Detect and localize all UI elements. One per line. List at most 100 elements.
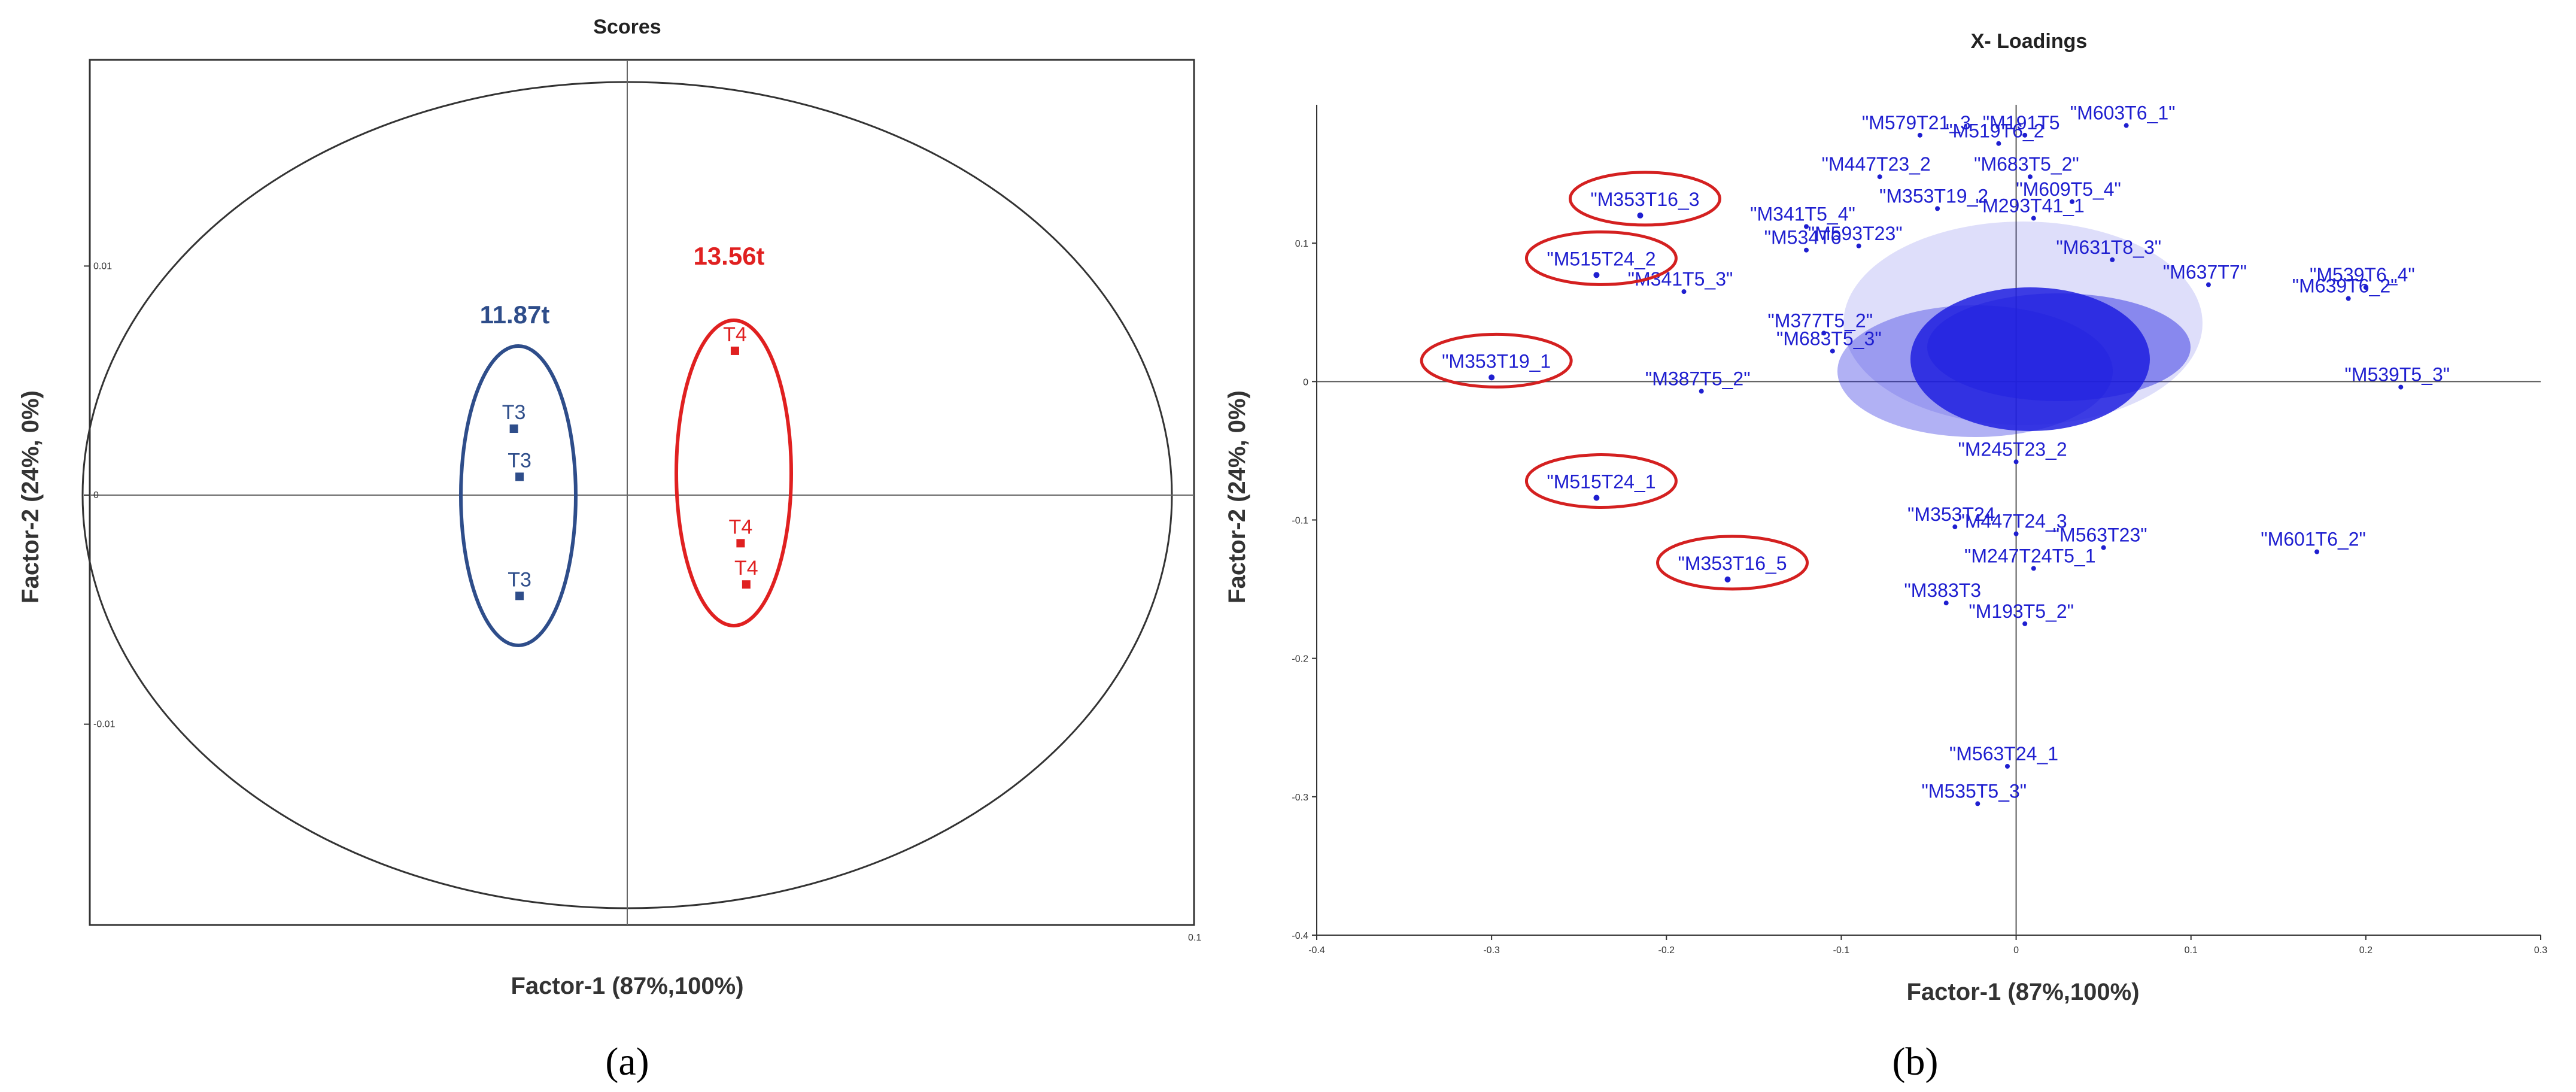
loadings-y-tick-label: -0.3 — [1292, 793, 1308, 803]
loading-point — [2363, 285, 2368, 290]
highlighted-point-label: "M353T16_5 — [1678, 553, 1787, 574]
loading-point — [2314, 549, 2320, 554]
highlighted-point-label: "M353T16_3 — [1590, 189, 1699, 210]
highlighted-point-label: "M515T24_1 — [1547, 471, 1655, 493]
loading-point — [2031, 566, 2036, 571]
loadings-x-tick-label: -0.3 — [1483, 945, 1500, 956]
loading-point-label: "M683T5_2" — [1974, 153, 2079, 175]
score-point-label: T4 — [729, 515, 753, 538]
loading-point-label: "M609T5_4" — [2016, 178, 2121, 200]
loading-point — [1935, 206, 1940, 211]
loading-point — [2031, 216, 2036, 221]
highlight-ellipse — [1420, 332, 1573, 389]
loading-point — [2013, 531, 2019, 536]
loading-point-label: "M579T21_3 — [1862, 112, 1971, 134]
score-point-label: T4 — [723, 323, 747, 346]
scores-ticks: 0.01 0 -0.01 0.1 — [84, 261, 1201, 943]
loadings-y-tick-label: -0.1 — [1292, 516, 1308, 526]
loading-point — [1699, 389, 1704, 394]
loading-point — [2346, 296, 2351, 301]
loading-point-label: "M563T23" — [2053, 524, 2147, 546]
scores-y-tick-label: 0.01 — [93, 261, 112, 271]
score-point-label: T3 — [508, 449, 531, 472]
loading-point — [1943, 600, 1949, 606]
loadings-title: X- Loadings — [1971, 30, 2088, 53]
highlight-ellipse — [1524, 230, 1678, 286]
highlighted-point — [1637, 212, 1644, 219]
loading-point-label: "M637T7" — [2163, 262, 2247, 283]
loading-point-label: "M683T5_3" — [1776, 327, 1882, 349]
scores-points: T3 T3 T3 T4 T4 T4 — [502, 323, 758, 600]
loading-point — [1681, 289, 1687, 295]
loadings-x-tick-label: -0.4 — [1308, 945, 1325, 956]
loadings-dense-cloud — [1837, 222, 2203, 437]
score-point — [742, 580, 751, 589]
loading-point — [1830, 348, 1835, 354]
loadings-x-tick-label: 0.1 — [2185, 945, 2198, 956]
scores-x-axis-label: Factor-1 (87%,100%) — [511, 973, 743, 999]
panel-label-b: (b) — [1892, 1040, 1939, 1084]
loading-point — [2206, 282, 2211, 287]
loading-point — [2124, 123, 2129, 128]
loading-point — [1975, 801, 1980, 806]
loading-point-label: "M563T24_1 — [1949, 743, 2058, 765]
scores-panel: Scores Factor-1 (87%,100%) Factor-2 (24%… — [17, 16, 1201, 999]
loading-point-label: "M519T6_2 — [1946, 120, 2044, 142]
loading-point-label: "M535T5_3" — [1921, 780, 2027, 802]
loadings-highlighted: "M353T16_3 "M515T24_2 "M353T19_1 "M515T24_1… — [1420, 171, 1809, 591]
loadings-ticks: -0.4 -0.3 -0.2 -0.1 0 0.1 0.2 0.3 0.1 0 -0.1 -0.2 -0… — [1292, 239, 2547, 956]
score-point — [509, 424, 518, 433]
loadings-y-tick-label: -0.2 — [1292, 654, 1308, 665]
score-point-label: T3 — [508, 568, 531, 591]
loading-point — [1821, 330, 1827, 336]
loadings-y-tick-label: -0.4 — [1292, 931, 1308, 941]
scores-y-tick-label: 0 — [93, 490, 99, 500]
loading-point-label: "M539T6_4" — [2310, 264, 2415, 286]
score-point — [730, 346, 739, 355]
loading-point-label: "M387T5_2" — [1645, 368, 1751, 390]
loading-point — [1804, 247, 1809, 253]
loading-point-label: "M341T5_4" — [1750, 203, 1855, 225]
loading-point-label: "M603T6_1" — [2070, 102, 2176, 124]
loading-point — [2013, 459, 2019, 465]
loading-point-label: "M447T24_3 — [1958, 511, 2067, 532]
loading-point — [1996, 141, 2001, 146]
loadings-x-tick-label: 0 — [2013, 945, 2019, 956]
loadings-y-tick-label: 0 — [1303, 377, 1308, 387]
loadings-points: "M579T21_3"M519T6_2"M191T5 "M603T6_1" "M44… — [1628, 102, 2450, 806]
panel-label-a-text: (a) — [605, 1040, 649, 1084]
loadings-x-tick-label: 0.2 — [2359, 945, 2373, 956]
loading-point-label: "M447T23_2 — [1822, 153, 1931, 175]
highlight-ellipse — [1568, 171, 1721, 227]
loading-point-label: "M245T23_2 — [1958, 438, 2067, 460]
group-label-t4: 13.56t — [693, 242, 764, 270]
loading-point-label: "M293T41_1 — [1976, 195, 2085, 217]
scores-y-axis-label: Factor-2 (24%, 0%) — [17, 390, 44, 603]
score-point — [515, 592, 524, 600]
scores-x-tick-label: 0.1 — [1188, 933, 1201, 943]
loadings-panel: X- Loadings Factor-1 (87%,100%) Factor-2… — [1224, 30, 2547, 1005]
loading-point — [1917, 132, 1922, 138]
scores-y-tick-label: -0.01 — [93, 720, 116, 730]
loading-point — [2022, 132, 2028, 138]
loading-point-label: "M191T5 — [1983, 112, 2060, 134]
loading-point-label: "M534T6 — [1764, 227, 1842, 248]
scores-title: Scores — [593, 16, 661, 38]
loading-point-label: "M639T6_2" — [2292, 275, 2398, 297]
loading-point-label: "M539T5_3" — [2344, 364, 2450, 386]
cloud-core — [1910, 287, 2150, 431]
loading-point-label: "M247T24T5_1 — [1964, 545, 2095, 566]
loading-point — [1877, 174, 1882, 180]
highlighted-point — [1489, 374, 1495, 381]
loadings-x-tick-label: -0.1 — [1833, 945, 1850, 956]
loading-point-label: "M353T24 — [1907, 503, 1995, 525]
panel-label-a: (a) — [605, 1040, 649, 1084]
loadings-y-tick-label: 0.1 — [1295, 239, 1308, 249]
loading-point — [2022, 621, 2028, 626]
loading-point-label: "M631T8_3" — [2056, 236, 2161, 258]
highlighted-point — [1593, 495, 1600, 501]
loading-point — [2070, 199, 2075, 204]
group-ellipse-t4 — [675, 318, 793, 627]
loading-point-label: "M601T6_2" — [2261, 529, 2366, 550]
